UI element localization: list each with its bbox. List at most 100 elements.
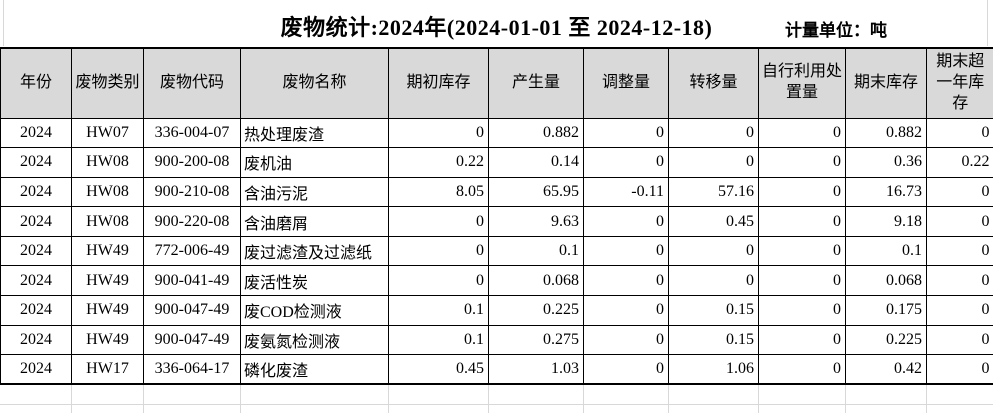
- cell-code: 900-041-49: [143, 265, 241, 297]
- spreadsheet-gridline-vertical: [240, 385, 241, 414]
- cell-produced: 1.03: [488, 354, 584, 386]
- cell-ending-stock: 0.36: [845, 147, 927, 178]
- cell-ending-stock: 0.42: [845, 354, 927, 386]
- cell-self-disposed: 0: [758, 265, 846, 297]
- cell-self-disposed: 0: [758, 295, 846, 326]
- cell-over-year-stock: 0: [926, 206, 993, 237]
- cell-year: 2024: [0, 235, 72, 267]
- cell-transferred: 0: [668, 235, 759, 267]
- cell-self-disposed: 0: [758, 324, 846, 356]
- cell-ending-stock: 9.18: [845, 206, 927, 237]
- table-row: 2024 HW17 336-064-17 磷化废渣 0.45 1.03 0 1.…: [0, 354, 993, 386]
- cell-code: 336-064-17: [143, 354, 241, 386]
- cell-year: 2024: [0, 206, 72, 237]
- spreadsheet-gridline-vertical: [845, 385, 846, 414]
- table-row: 2024 HW08 900-220-08 含油磨屑 0 9.63 0 0.45 …: [0, 206, 993, 237]
- cell-year: 2024: [0, 295, 72, 326]
- col-header-year: 年份: [0, 47, 72, 119]
- cell-name: 含油污泥: [240, 176, 389, 208]
- cell-transferred: 0: [668, 265, 759, 297]
- cell-category: HW49: [71, 324, 144, 356]
- spreadsheet-gridline-horizontal: [0, 404, 993, 406]
- table-row: 2024 HW08 900-210-08 含油污泥 8.05 65.95 -0.…: [0, 176, 993, 208]
- col-header-produced: 产生量: [488, 47, 584, 119]
- cell-transferred: 1.06: [668, 354, 759, 386]
- cell-over-year-stock: 0: [926, 265, 993, 297]
- cell-adjusted: 0: [583, 147, 669, 178]
- waste-statistics-table: 年份 废物类别 废物代码 废物名称 期初库存 产生量 调整量 转移量 自行利用处…: [0, 47, 993, 386]
- cell-over-year-stock: 0.22: [926, 147, 993, 178]
- spreadsheet-gridline-vertical: [987, 0, 988, 46]
- cell-self-disposed: 0: [758, 235, 846, 267]
- cell-ending-stock: 0.1: [845, 235, 927, 267]
- col-header-waste-name: 废物名称: [240, 47, 389, 119]
- spreadsheet-gridline-vertical: [71, 385, 72, 414]
- unit-label: 计量单位：吨: [785, 21, 887, 40]
- report-header: 废物统计:2024年(2024-01-01 至 2024-12-18) 计量单位…: [0, 0, 993, 47]
- cell-over-year-stock: 0: [926, 176, 993, 208]
- cell-produced: 65.95: [488, 176, 584, 208]
- spreadsheet-gridline-vertical: [668, 385, 669, 414]
- table-row: 2024 HW49 900-041-49 废活性炭 0 0.068 0 0 0 …: [0, 265, 993, 297]
- cell-transferred: 0.45: [668, 206, 759, 237]
- cell-initial-stock: 0: [388, 206, 489, 237]
- cell-initial-stock: 0.1: [388, 295, 489, 326]
- cell-self-disposed: 0: [758, 176, 846, 208]
- col-header-adjusted: 调整量: [583, 47, 669, 119]
- cell-self-disposed: 0: [758, 147, 846, 178]
- cell-year: 2024: [0, 117, 72, 149]
- table-row: 2024 HW49 900-047-49 废氨氮检测液 0.1 0.275 0 …: [0, 324, 993, 356]
- cell-code: 900-200-08: [143, 147, 241, 178]
- cell-code: 900-220-08: [143, 206, 241, 237]
- cell-code: 336-004-07: [143, 117, 241, 149]
- cell-ending-stock: 16.73: [845, 176, 927, 208]
- cell-ending-stock: 0.225: [845, 324, 927, 356]
- cell-category: HW07: [71, 117, 144, 149]
- cell-ending-stock: 0.882: [845, 117, 927, 149]
- cell-name: 含油磨屑: [240, 206, 389, 237]
- cell-adjusted: 0: [583, 206, 669, 237]
- table-row: 2024 HW49 900-047-49 废COD检测液 0.1 0.225 0…: [0, 295, 993, 326]
- cell-category: HW49: [71, 235, 144, 267]
- cell-code: 772-006-49: [143, 235, 241, 267]
- cell-initial-stock: 0: [388, 235, 489, 267]
- spreadsheet-gridline-vertical: [583, 385, 584, 414]
- cell-category: HW08: [71, 147, 144, 178]
- cell-code: 900-047-49: [143, 324, 241, 356]
- spreadsheet-gridline-vertical: [388, 385, 389, 414]
- spreadsheet-gridline-vertical: [926, 385, 927, 414]
- cell-produced: 0.275: [488, 324, 584, 356]
- cell-self-disposed: 0: [758, 354, 846, 386]
- cell-adjusted: 0: [583, 265, 669, 297]
- cell-ending-stock: 0.068: [845, 265, 927, 297]
- cell-initial-stock: 0.45: [388, 354, 489, 386]
- table-row: 2024 HW07 336-004-07 热处理废渣 0 0.882 0 0 0…: [0, 117, 993, 149]
- cell-produced: 0.14: [488, 147, 584, 178]
- page-title: 废物统计:2024年(2024-01-01 至 2024-12-18): [280, 15, 713, 40]
- spreadsheet-gridline-vertical: [143, 385, 144, 414]
- cell-category: HW17: [71, 354, 144, 386]
- cell-name: 废机油: [240, 147, 389, 178]
- cell-over-year-stock: 0: [926, 235, 993, 267]
- cell-initial-stock: 8.05: [388, 176, 489, 208]
- cell-over-year-stock: 0: [926, 295, 993, 326]
- cell-transferred: 0.15: [668, 295, 759, 326]
- cell-year: 2024: [0, 147, 72, 178]
- cell-over-year-stock: 0: [926, 354, 993, 386]
- cell-year: 2024: [0, 354, 72, 386]
- cell-category: HW08: [71, 206, 144, 237]
- cell-initial-stock: 0: [388, 265, 489, 297]
- cell-year: 2024: [0, 324, 72, 356]
- col-header-self-disposal: 自行利用处置量: [758, 47, 846, 119]
- spreadsheet-gridline-vertical: [488, 385, 489, 414]
- col-header-waste-category: 废物类别: [71, 47, 144, 119]
- spreadsheet-gridline-vertical: [758, 385, 759, 414]
- cell-name: 废活性炭: [240, 265, 389, 297]
- cell-adjusted: 0: [583, 324, 669, 356]
- col-header-transferred: 转移量: [668, 47, 759, 119]
- col-header-waste-code: 废物代码: [143, 47, 241, 119]
- cell-category: HW49: [71, 265, 144, 297]
- cell-produced: 0.882: [488, 117, 584, 149]
- cell-adjusted: 0: [583, 354, 669, 386]
